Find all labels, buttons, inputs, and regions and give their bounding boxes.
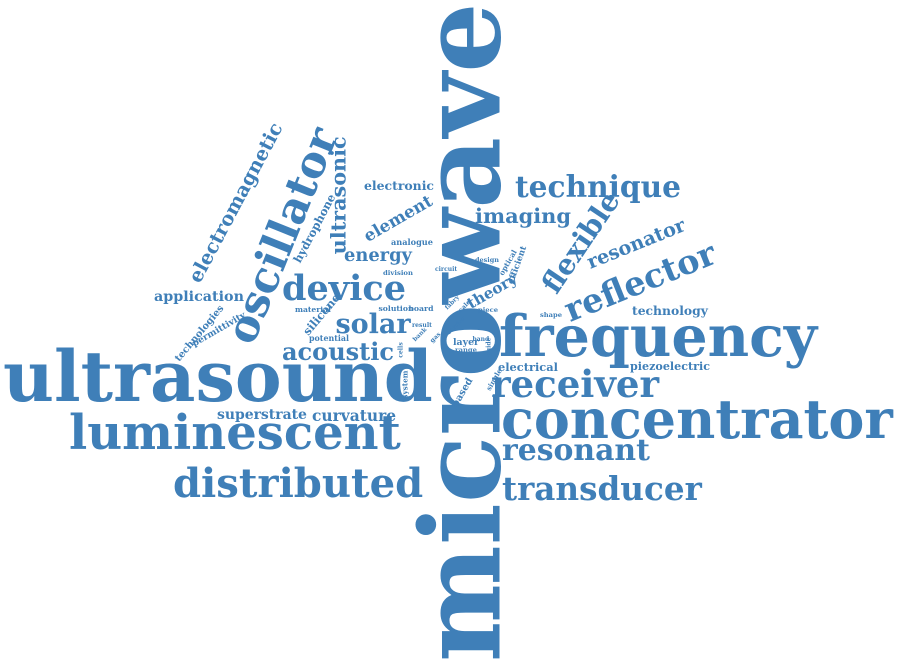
word-solar: solar [335, 308, 411, 340]
word-technology: technology [632, 303, 708, 318]
word-superstrate: superstrate [217, 407, 307, 423]
word-potential: potential [309, 334, 350, 343]
word-analogue: analogue [391, 237, 433, 247]
word-system: system [400, 370, 410, 399]
word-luminescent: luminescent [69, 405, 401, 461]
word-electrical: electrical [498, 359, 558, 374]
word-device: device [282, 267, 407, 309]
word-board: board [408, 304, 434, 313]
word-shape: shape [540, 310, 562, 319]
word-piezoelectric: piezoelectric [630, 359, 710, 373]
word-result: result [412, 322, 432, 329]
word-acoustic: acoustic [282, 337, 395, 366]
word-resonant: resonant [502, 433, 650, 468]
word-concentrator: concentrator [501, 387, 893, 451]
word-solution: solution [378, 304, 414, 313]
word-technique: technique [515, 169, 682, 204]
word-receiver: receiver [491, 361, 660, 406]
word-energy: energy [344, 245, 412, 266]
word-layer: layer [453, 336, 479, 348]
word-guide: guide [484, 337, 492, 357]
word-material: material [295, 305, 331, 314]
word-piece: piece [478, 305, 498, 314]
word-design: design [475, 256, 500, 264]
word-range: range [455, 345, 477, 354]
word-imaging: imaging [475, 202, 571, 228]
word-circuit: circuit [435, 266, 458, 273]
word-electronic: electronic [364, 178, 434, 193]
word-frequency: frequency [499, 302, 818, 370]
word-application: application [154, 289, 244, 305]
word-curvature: curvature [312, 406, 397, 425]
word-distributed: distributed [173, 460, 424, 507]
word-ultrasound: ultrasound [3, 335, 433, 418]
word-transducer: transducer [502, 468, 702, 508]
word-band: band [472, 336, 490, 343]
word-division: division [383, 268, 413, 277]
word-cells: cells [397, 342, 405, 358]
